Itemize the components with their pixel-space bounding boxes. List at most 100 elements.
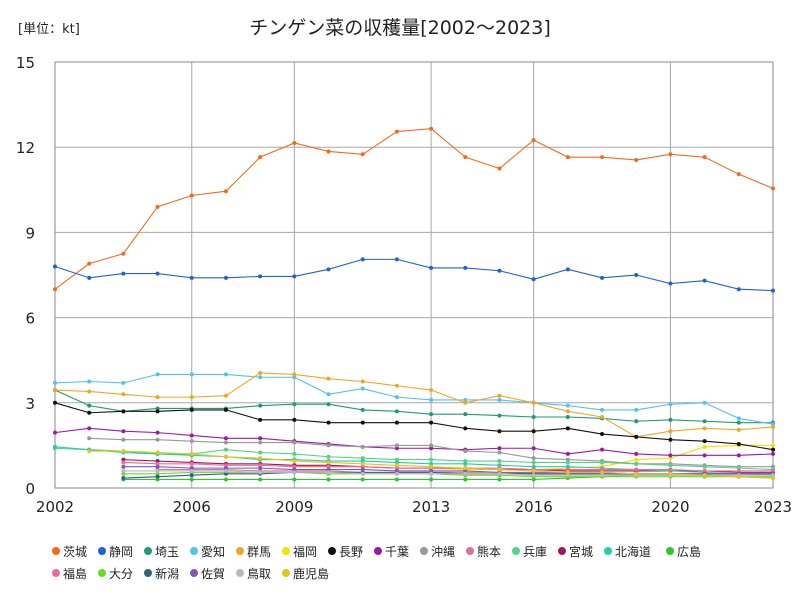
- data-point: [600, 432, 605, 437]
- data-point: [258, 155, 263, 160]
- data-point: [360, 459, 365, 464]
- data-point: [668, 471, 673, 476]
- legend-marker: [666, 547, 674, 555]
- data-point: [394, 383, 399, 388]
- legend-marker: [282, 547, 290, 555]
- data-point: [463, 461, 468, 466]
- data-point: [531, 460, 536, 465]
- data-point: [258, 417, 263, 422]
- data-point: [53, 380, 57, 385]
- y-tick-label: 6: [25, 310, 35, 328]
- data-point: [600, 155, 605, 160]
- data-point: [292, 274, 297, 279]
- data-point: [360, 456, 365, 461]
- series-line: [54, 372, 774, 438]
- data-point: [121, 271, 126, 276]
- data-point: [223, 466, 228, 471]
- plot-frame: [54, 61, 774, 489]
- data-point: [155, 461, 160, 466]
- data-point: [223, 477, 228, 482]
- data-point: [292, 375, 297, 380]
- legend-marker: [512, 547, 520, 555]
- data-point: [771, 468, 775, 473]
- data-point: [394, 463, 399, 468]
- data-point: [463, 412, 468, 417]
- data-point: [394, 477, 399, 482]
- data-point: [771, 186, 775, 191]
- data-point: [668, 463, 673, 468]
- data-point: [189, 407, 194, 412]
- legend-label: 鳥取: [247, 566, 272, 581]
- series-1: [53, 257, 775, 293]
- unit-label: [単位：kt]: [18, 22, 80, 37]
- legend-label: 福島: [63, 566, 88, 581]
- data-point: [600, 470, 605, 475]
- data-point: [394, 457, 399, 462]
- grid: [55, 62, 773, 488]
- data-point: [360, 407, 365, 412]
- data-point: [394, 446, 399, 451]
- data-point: [121, 429, 126, 434]
- data-point: [292, 464, 297, 469]
- legend-marker: [282, 569, 290, 577]
- legend-marker: [98, 569, 106, 577]
- data-point: [87, 436, 92, 441]
- data-point: [394, 420, 399, 425]
- data-point: [155, 204, 160, 209]
- data-point: [53, 388, 57, 393]
- series-layer: [53, 126, 775, 482]
- legend-marker: [328, 547, 336, 555]
- legend-item: 鳥取: [236, 565, 282, 582]
- data-point: [189, 275, 194, 280]
- legend-label: 広島: [677, 544, 702, 559]
- data-point: [53, 264, 57, 269]
- data-point: [463, 471, 468, 476]
- data-point: [497, 393, 502, 398]
- series-line: [54, 373, 774, 425]
- data-point: [121, 437, 126, 442]
- series-2: [53, 388, 775, 425]
- data-point: [326, 376, 331, 381]
- legend-marker: [144, 569, 152, 577]
- data-point: [87, 403, 92, 408]
- data-point: [600, 460, 605, 465]
- data-point: [258, 274, 263, 279]
- axes: 0 3 6 9 12 15 2002 2006 2009 2013 2016 2020 2023: [16, 54, 792, 516]
- data-point: [121, 392, 126, 397]
- data-point: [223, 463, 228, 468]
- data-point: [429, 443, 434, 448]
- legend-item: 群馬: [236, 543, 282, 560]
- data-point: [600, 415, 605, 419]
- data-point: [429, 468, 434, 473]
- data-point: [292, 402, 297, 407]
- data-point: [326, 460, 331, 465]
- data-point: [292, 451, 297, 456]
- x-tick-label: 2023: [754, 498, 792, 516]
- data-point: [258, 436, 263, 441]
- data-point: [429, 477, 434, 482]
- data-point: [326, 443, 331, 448]
- data-point: [292, 467, 297, 472]
- data-point: [155, 409, 160, 414]
- data-point: [531, 477, 536, 482]
- data-point: [736, 172, 741, 177]
- data-point: [497, 471, 502, 476]
- data-point: [771, 476, 775, 481]
- data-point: [394, 471, 399, 476]
- data-point: [360, 444, 365, 449]
- data-point: [565, 409, 570, 414]
- data-point: [360, 257, 365, 262]
- data-point: [600, 467, 605, 472]
- data-point: [53, 400, 57, 405]
- data-point: [565, 464, 570, 469]
- data-point: [429, 126, 434, 131]
- series-line: [54, 389, 773, 424]
- data-point: [394, 443, 399, 448]
- data-point: [429, 464, 434, 469]
- legend-item: 長野: [328, 543, 374, 560]
- legend-row: 福島 大分 新潟 佐賀 鳥取 鹿児島: [52, 562, 792, 584]
- data-point: [463, 155, 468, 160]
- data-point: [771, 451, 775, 456]
- data-point: [463, 397, 468, 402]
- legend-item: 愛知: [190, 543, 236, 560]
